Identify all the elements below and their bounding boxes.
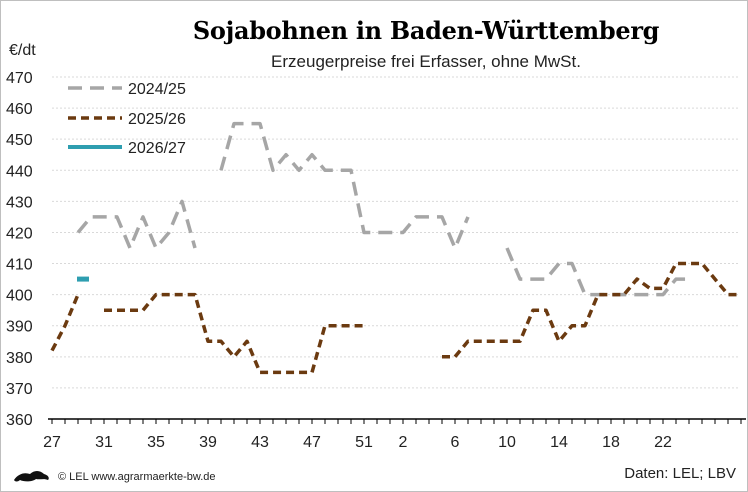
lion-logo-icon <box>12 468 52 489</box>
x-tick-label: 6 <box>451 434 460 451</box>
x-tick-label: 27 <box>43 434 61 451</box>
x-tick-label: 39 <box>199 434 217 451</box>
y-tick-label: 460 <box>6 101 33 118</box>
x-tick-label: 22 <box>654 434 672 451</box>
x-tick-label: 18 <box>602 434 620 451</box>
legend-label: 2025/26 <box>128 111 186 128</box>
x-tick-label: 51 <box>355 434 373 451</box>
legend-label: 2026/27 <box>128 140 186 157</box>
x-tick-label: 2 <box>399 434 408 451</box>
y-tick-label: 360 <box>6 412 33 429</box>
chart-title: Sojabohnen in Baden-Württemberg <box>192 16 660 45</box>
x-tick-label: 35 <box>147 434 165 451</box>
y-tick-label: 470 <box>6 70 33 87</box>
x-tick-label: 31 <box>95 434 113 451</box>
y-tick-label: 390 <box>6 319 33 336</box>
chart-subtitle: Erzeugerpreise frei Erfasser, ohne MwSt. <box>271 52 581 71</box>
x-tick-label: 43 <box>251 434 269 451</box>
y-tick-label: 410 <box>6 257 33 274</box>
y-tick-label: 380 <box>6 350 33 367</box>
copyright-text: © LEL www.agrarmaerkte-bw.de <box>58 471 216 483</box>
x-tick-label: 14 <box>550 434 568 451</box>
x-tick-label: 10 <box>498 434 516 451</box>
y-tick-label: 370 <box>6 381 33 398</box>
y-tick-label: 450 <box>6 132 33 149</box>
y-axis-unit: €/dt <box>9 42 36 59</box>
x-tick-label: 47 <box>303 434 321 451</box>
series-line-2025/26 <box>50 261 741 375</box>
y-tick-label: 440 <box>6 163 33 180</box>
series-line-2024/25 <box>76 121 689 297</box>
legend-label: 2024/25 <box>128 81 186 98</box>
y-tick-label: 400 <box>6 288 33 305</box>
data-source-text: Daten: LEL; LBV <box>624 465 736 482</box>
y-tick-label: 420 <box>6 225 33 242</box>
y-tick-label: 430 <box>6 194 33 211</box>
